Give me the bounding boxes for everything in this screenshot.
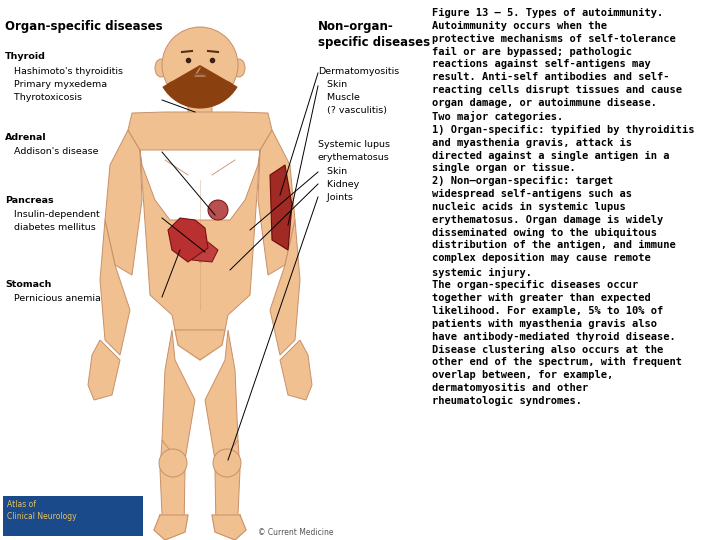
Polygon shape (215, 440, 240, 535)
Wedge shape (167, 65, 233, 103)
Polygon shape (140, 150, 260, 330)
Ellipse shape (233, 59, 245, 77)
Text: erythematosus: erythematosus (318, 153, 390, 162)
Text: Thyrotoxicosis: Thyrotoxicosis (5, 93, 82, 102)
Polygon shape (162, 330, 195, 470)
Text: Systemic lupus: Systemic lupus (318, 140, 390, 149)
Text: Joints: Joints (318, 193, 353, 202)
Polygon shape (128, 112, 272, 150)
Polygon shape (212, 515, 246, 540)
Text: Thyroid: Thyroid (5, 52, 46, 61)
Text: Adrenal: Adrenal (5, 133, 47, 142)
Polygon shape (205, 330, 238, 470)
Circle shape (159, 449, 187, 477)
Text: Hashimoto's thyroiditis: Hashimoto's thyroiditis (5, 67, 123, 76)
Polygon shape (185, 242, 218, 262)
Circle shape (162, 27, 238, 103)
Text: Dermatomyositis: Dermatomyositis (318, 67, 400, 76)
Polygon shape (280, 340, 312, 400)
Polygon shape (168, 218, 208, 262)
Polygon shape (100, 220, 130, 355)
FancyBboxPatch shape (188, 99, 212, 116)
Text: Addison's disease: Addison's disease (5, 147, 99, 156)
Text: Figure 13 – 5. Types of autoimmunity.
Autoimmunity occurs when the
protective me: Figure 13 – 5. Types of autoimmunity. Au… (432, 8, 695, 406)
Text: © Current Medicine: © Current Medicine (258, 528, 333, 537)
Text: Pancreas: Pancreas (5, 196, 53, 205)
Polygon shape (258, 130, 295, 275)
Text: Atlas of
Clinical Neurology: Atlas of Clinical Neurology (7, 500, 76, 521)
Text: (? vasculitis): (? vasculitis) (318, 106, 387, 115)
Text: Organ-specific diseases: Organ-specific diseases (5, 20, 163, 33)
Text: Skin: Skin (318, 167, 347, 176)
Text: specific diseases: specific diseases (318, 36, 430, 49)
Text: Kidney: Kidney (318, 180, 359, 189)
Polygon shape (105, 130, 142, 275)
Text: Stomach: Stomach (5, 280, 51, 289)
Circle shape (208, 200, 228, 220)
Polygon shape (175, 330, 225, 360)
Text: Primary myxedema: Primary myxedema (5, 80, 107, 89)
Polygon shape (270, 165, 292, 250)
Polygon shape (160, 440, 185, 535)
Ellipse shape (155, 59, 167, 77)
Circle shape (213, 449, 241, 477)
Polygon shape (270, 220, 300, 355)
Text: diabetes mellitus: diabetes mellitus (5, 223, 96, 232)
Text: Skin: Skin (318, 80, 347, 89)
Text: Insulin-dependent: Insulin-dependent (5, 210, 100, 219)
Text: Muscle: Muscle (318, 93, 360, 102)
FancyBboxPatch shape (3, 496, 143, 536)
Polygon shape (154, 515, 188, 540)
Text: Pernicious anemia: Pernicious anemia (5, 294, 101, 303)
Text: Non–organ-: Non–organ- (318, 20, 394, 33)
Polygon shape (88, 340, 120, 400)
